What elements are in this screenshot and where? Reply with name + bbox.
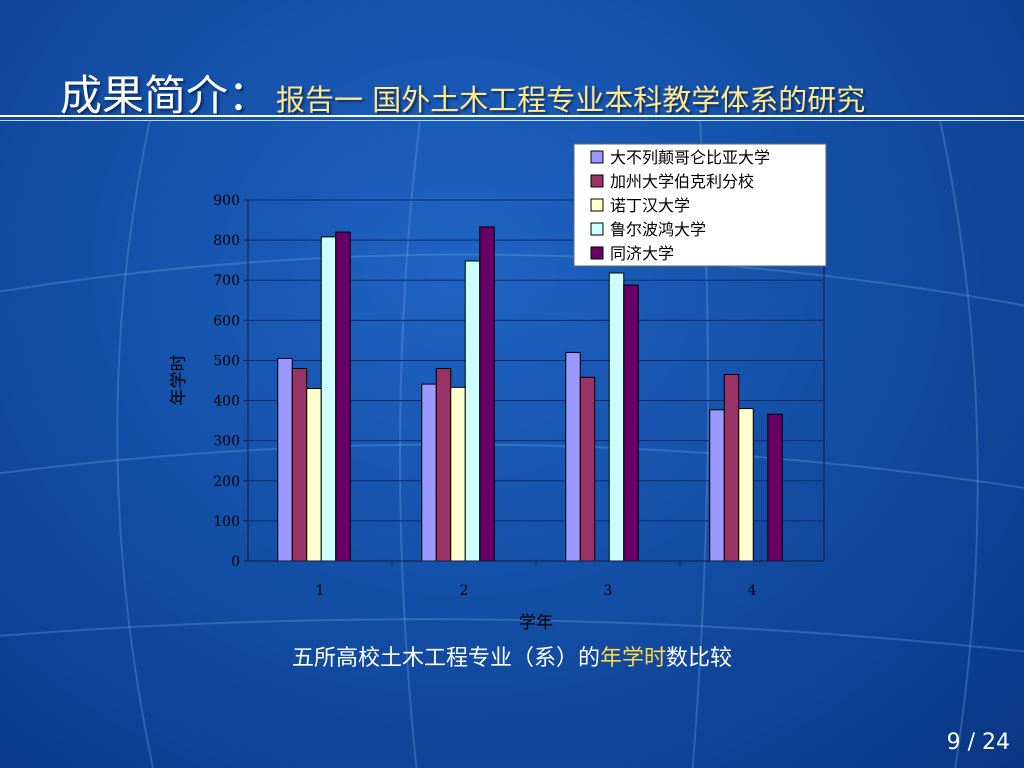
bar — [291, 367, 308, 562]
legend-box — [573, 143, 827, 267]
legend-label: 诺丁汉大学 — [610, 196, 690, 215]
bar — [306, 388, 322, 562]
bar — [623, 284, 639, 562]
bar — [579, 376, 596, 562]
y-tick-label: 400 — [213, 394, 240, 410]
bar — [723, 373, 740, 562]
title-main: 成果简介： — [60, 71, 271, 120]
x-tick-label: 4 — [748, 583, 757, 599]
bar — [738, 408, 754, 562]
bar — [320, 236, 337, 562]
y-tick-label: 200 — [213, 474, 240, 490]
page-separator: / — [960, 730, 982, 755]
caption-text-post: 数比较 — [666, 646, 733, 671]
page-current: 9 — [946, 730, 961, 755]
bar — [421, 383, 437, 562]
y-tick-label: 100 — [213, 514, 240, 530]
title-subtitle: 报告一 国外土木工程专业本科教学体系的研究 — [276, 83, 866, 117]
bar — [335, 231, 351, 562]
bar — [450, 386, 466, 562]
x-tick-label: 2 — [460, 583, 469, 599]
bar — [464, 260, 481, 562]
caption-text-pre: 五所高校土木工程专业（系）的 — [291, 646, 600, 671]
title-divider — [0, 115, 1024, 117]
x-tick-label: 1 — [316, 583, 325, 599]
y-tick-label: 500 — [213, 353, 240, 369]
legend-swatch — [590, 246, 604, 260]
y-tick-label: 600 — [213, 313, 240, 329]
legend-label: 大不列颠哥仑比亚大学 — [610, 148, 770, 167]
y-tick-label: 300 — [213, 434, 240, 450]
legend-swatch — [590, 222, 604, 236]
page-total: 24 — [982, 730, 1010, 755]
bar — [709, 409, 725, 562]
title-divider-thin — [0, 120, 1024, 121]
y-tick-label: 700 — [213, 273, 240, 289]
legend-label: 加州大学伯克利分校 — [610, 172, 754, 191]
legend-label: 同济大学 — [610, 244, 674, 263]
x-axis-label: 学年 — [519, 613, 553, 633]
bar — [277, 357, 293, 562]
bar — [479, 226, 495, 562]
caption-highlight: 年学时 — [599, 646, 666, 671]
y-axis-label: 年学时 — [169, 355, 189, 406]
chart-caption: 五所高校土木工程专业（系）的年学时数比较 — [0, 640, 1024, 672]
y-tick-label: 0 — [231, 554, 240, 570]
slide-title: 成果简介： 报告一 国外土木工程专业本科教学体系的研究 — [60, 62, 865, 123]
legend-label: 鲁尔波鸿大学 — [610, 220, 706, 239]
page-number: 9 / 24 — [947, 730, 1010, 755]
bar — [608, 272, 625, 562]
legend-swatch — [590, 150, 604, 164]
y-tick-label: 800 — [213, 233, 240, 249]
y-tick-label: 900 — [213, 193, 240, 209]
bar — [435, 367, 452, 562]
legend-swatch — [590, 198, 604, 212]
x-tick-label: 3 — [604, 583, 613, 599]
legend-swatch — [590, 174, 604, 188]
bar — [565, 351, 581, 562]
bar — [767, 413, 783, 562]
